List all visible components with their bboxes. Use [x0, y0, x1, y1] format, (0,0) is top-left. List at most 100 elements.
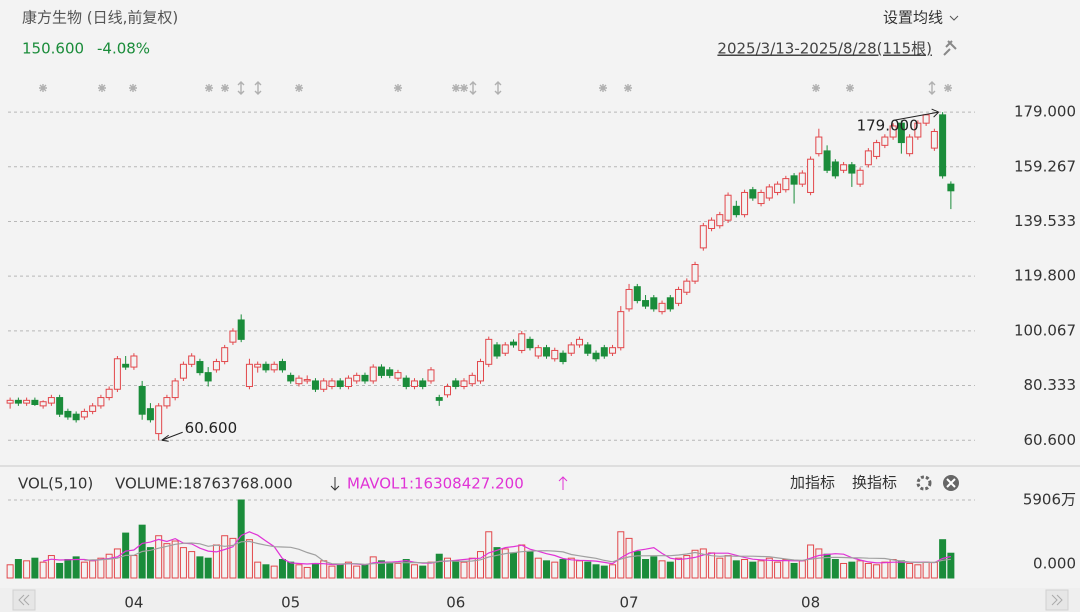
candle-body	[567, 344, 575, 354]
candle-body	[155, 405, 163, 435]
scroll-left[interactable]	[12, 589, 36, 611]
candle-body	[485, 338, 493, 365]
candle-body	[930, 130, 938, 149]
candle-body	[237, 319, 245, 340]
volume-bar	[155, 535, 163, 579]
ma-settings[interactable]: 设置均线	[883, 9, 943, 27]
volume-bar	[675, 557, 683, 579]
volume-bar	[262, 564, 270, 579]
volume-bar	[278, 559, 286, 579]
volume-bar	[831, 559, 839, 579]
candle-body	[906, 136, 914, 155]
volume-bar	[163, 543, 171, 579]
volume-bar	[534, 557, 542, 579]
candle-body	[163, 397, 171, 407]
candle-body	[774, 183, 782, 193]
volume-bar	[765, 557, 773, 579]
candle-body	[749, 189, 757, 199]
volume-bar	[567, 557, 575, 579]
volume-bar	[212, 544, 220, 579]
candle-body	[765, 186, 773, 199]
dropdown-icon[interactable]	[949, 15, 959, 21]
close-icon[interactable]	[943, 475, 959, 491]
candle-body	[386, 369, 394, 376]
volume-bar	[72, 556, 80, 579]
volume-bar	[204, 557, 212, 579]
volume-bar	[658, 560, 666, 579]
volume-bar	[526, 551, 534, 579]
volume-bar	[460, 561, 468, 579]
candle-body	[23, 399, 31, 404]
candle-body	[576, 338, 584, 346]
volume-bar	[914, 564, 922, 579]
annotation-label: 179.000	[857, 117, 919, 135]
candle-body	[56, 397, 64, 415]
volume-bar	[39, 561, 47, 579]
candle-body	[402, 377, 410, 387]
volume-bar	[716, 557, 724, 579]
switch-indicator[interactable]: 换指标	[852, 474, 897, 492]
volume-bar	[196, 556, 204, 579]
candle-body	[369, 366, 377, 382]
volume-bar	[6, 564, 14, 579]
settings-icon[interactable]	[916, 475, 932, 491]
volume-bar	[311, 562, 319, 579]
volume-bar	[790, 562, 798, 579]
candle-body	[179, 363, 187, 379]
volume-bar	[361, 564, 369, 579]
candle-body	[328, 380, 336, 387]
pin-icon[interactable]	[943, 40, 957, 56]
candle-body	[716, 214, 724, 227]
candle-body	[97, 397, 105, 407]
candle-body	[353, 374, 361, 382]
annotation-arrowhead	[931, 108, 939, 118]
candle-body	[105, 388, 113, 399]
candle-body	[130, 355, 138, 368]
candle-body	[724, 194, 732, 221]
candle-body	[666, 297, 674, 310]
candle-body	[377, 366, 385, 376]
volume-readout: VOLUME:18763768.000	[115, 475, 293, 493]
date-range[interactable]: 2025/3/13-2025/8/28(115根)	[717, 40, 932, 58]
candle-body	[270, 363, 278, 371]
candle-body	[815, 136, 823, 155]
volume-bar	[691, 549, 699, 579]
volume-bar	[427, 561, 435, 579]
x-tick-label: 05	[281, 594, 300, 612]
volume-bar	[856, 560, 864, 579]
volume-bar	[551, 561, 559, 579]
add-indicator[interactable]: 加指标	[790, 474, 835, 492]
candle-body	[394, 372, 402, 379]
last-price: 150.600	[22, 40, 84, 58]
candle-body	[344, 377, 352, 387]
candle-body	[897, 122, 905, 144]
volume-bar	[377, 560, 385, 579]
volume-bar	[435, 553, 443, 579]
volume-bar	[31, 557, 39, 579]
candle-body	[823, 150, 831, 171]
y-tick-label: 5906万	[1023, 491, 1076, 509]
x-tick-label: 08	[801, 594, 820, 612]
volume-bar	[287, 561, 295, 579]
volume-bar	[452, 560, 460, 579]
mavol1-readout: MAVOL1:16308427.200	[347, 475, 524, 493]
volume-bar	[89, 560, 97, 579]
volume-bar	[493, 547, 501, 579]
volume-bar	[732, 560, 740, 579]
y-tick-label: 60.600	[1024, 431, 1077, 449]
stock-title: 康方生物 (日线,前复权)	[22, 9, 178, 27]
volume-bar	[254, 561, 262, 579]
candle-body	[493, 344, 501, 357]
candle-body	[477, 361, 484, 382]
volume-bar	[757, 560, 765, 579]
volume-bar	[741, 559, 749, 579]
annotation-arrowhead	[161, 434, 169, 442]
x-tick-label: 07	[619, 594, 638, 612]
volume-bar	[807, 544, 815, 579]
candle-body	[278, 361, 286, 371]
scroll-right[interactable]	[1045, 589, 1069, 611]
candle-body	[922, 114, 930, 124]
candle-body	[642, 300, 650, 307]
candle-body	[526, 338, 534, 349]
